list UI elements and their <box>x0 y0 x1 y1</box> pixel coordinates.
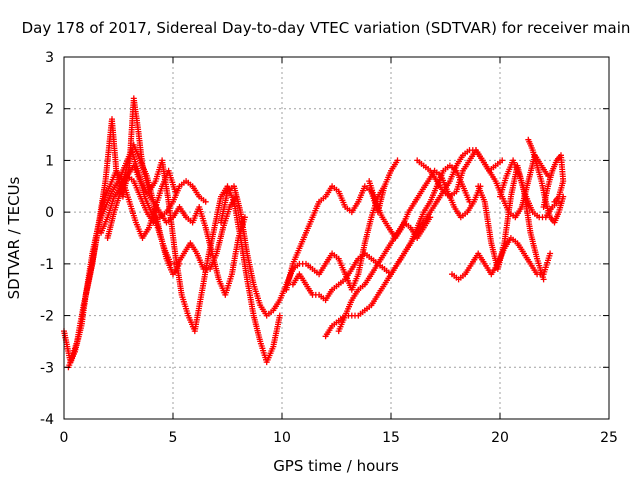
series-sat-b <box>65 95 283 371</box>
y-tick-label: -3 <box>40 360 54 376</box>
x-tick-label: 5 <box>169 430 178 446</box>
data-point <box>551 198 558 205</box>
y-tick-label: 2 <box>45 102 54 118</box>
y-tick-label: -1 <box>40 257 54 273</box>
plot-border <box>63 56 610 420</box>
y-tick-label: -2 <box>40 309 54 325</box>
x-tick-label: 0 <box>60 430 69 446</box>
data-point <box>547 250 554 257</box>
chart-title: Day 178 of 2017, Sidereal Day-to-day VTE… <box>22 19 631 37</box>
x-tick-label: 20 <box>491 430 509 446</box>
data-point <box>202 198 209 205</box>
series-sat-k <box>335 214 434 335</box>
data-point <box>276 312 283 319</box>
data-point <box>427 214 434 221</box>
y-axis-label: SDTVAR / TECUs <box>5 176 23 299</box>
x-tick-label: 10 <box>273 430 291 446</box>
data-point <box>394 157 401 164</box>
grid-lines <box>64 57 609 419</box>
x-axis-label: GPS time / hours <box>273 457 399 475</box>
series-sat-p <box>540 152 567 210</box>
series-sat-l <box>449 235 554 283</box>
data-point <box>241 214 248 221</box>
data-point <box>540 276 547 283</box>
series-sat-n <box>497 157 562 221</box>
x-tick-label: 25 <box>600 430 618 446</box>
data-points <box>61 95 567 371</box>
data-point <box>176 260 183 267</box>
y-tick-label: 0 <box>45 205 54 221</box>
series-sat-f <box>289 162 473 304</box>
data-point <box>499 157 506 164</box>
series-sat-r <box>98 172 209 236</box>
y-tick-label: -4 <box>40 412 54 428</box>
x-tick-label: 15 <box>382 430 400 446</box>
axis-ticks: 0 5 10 15 20 25 -4 -3 -2 -1 0 1 2 3 <box>40 50 618 446</box>
y-tick-label: 1 <box>45 153 54 169</box>
y-tick-label: 3 <box>45 50 54 66</box>
